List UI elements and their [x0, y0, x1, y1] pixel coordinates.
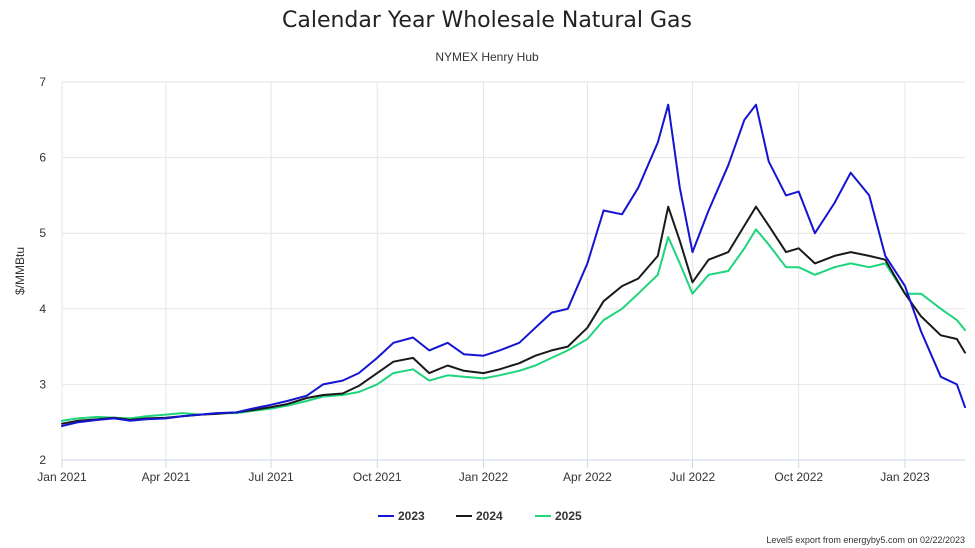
chart-subtitle: NYMEX Henry Hub [435, 50, 539, 64]
x-tick-label: Jan 2023 [880, 470, 930, 484]
x-tick-label: Apr 2022 [563, 470, 612, 484]
legend-label: 2025 [555, 509, 582, 523]
legend-item-2024[interactable]: 2024 [456, 509, 503, 523]
grid [61, 81, 965, 461]
y-tick-label: 3 [39, 377, 46, 391]
y-tick-label: 2 [39, 453, 46, 467]
x-tick-label: Jul 2022 [670, 470, 716, 484]
y-tick-label: 7 [39, 75, 46, 89]
y-tick-label: 6 [39, 151, 46, 165]
x-tick-label: Apr 2021 [142, 470, 191, 484]
credit-text: Level5 export from energyby5.com on 02/2… [766, 535, 965, 545]
series-line-2024 [61, 205, 966, 425]
x-tick-label: Jul 2021 [248, 470, 294, 484]
x-tick-label: Oct 2021 [353, 470, 402, 484]
legend-label: 2024 [476, 509, 503, 523]
legend-item-2023[interactable]: 2023 [378, 509, 425, 523]
series-lines [61, 103, 966, 427]
x-tick-label: Jan 2021 [37, 470, 87, 484]
axes: 2 3 4 5 6 7 Jan 2021 Apr 2021 Jul 2021 Oct 2021 Ja… [37, 75, 965, 484]
x-tick-label: Oct 2022 [774, 470, 823, 484]
y-tick-label: 5 [39, 226, 46, 240]
legend-label: 2023 [398, 509, 425, 523]
legend[interactable]: 2023 2024 2025 [378, 509, 582, 523]
series-line-2023 [61, 103, 966, 427]
legend-item-2025[interactable]: 2025 [535, 509, 582, 523]
x-tick-label: Jan 2022 [459, 470, 509, 484]
y-axis-label: $/MMBtu [13, 247, 27, 295]
chart-title: Calendar Year Wholesale Natural Gas [282, 8, 692, 33]
y-tick-label: 4 [39, 302, 46, 316]
